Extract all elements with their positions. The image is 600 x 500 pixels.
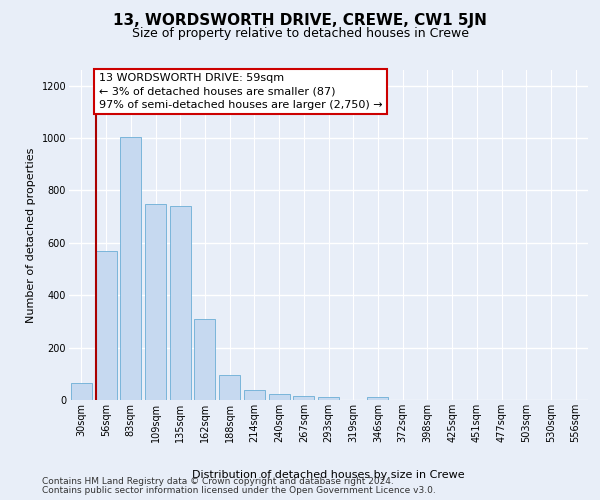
Bar	[269, 394, 290, 400]
Bar	[318, 398, 339, 400]
Bar	[244, 390, 265, 400]
Y-axis label: Number of detached properties: Number of detached properties	[26, 148, 36, 322]
Bar	[120, 137, 141, 400]
X-axis label: Distribution of detached houses by size in Crewe: Distribution of detached houses by size …	[192, 470, 465, 480]
Text: Size of property relative to detached houses in Crewe: Size of property relative to detached ho…	[131, 28, 469, 40]
Text: 13 WORDSWORTH DRIVE: 59sqm
← 3% of detached houses are smaller (87)
97% of semi-: 13 WORDSWORTH DRIVE: 59sqm ← 3% of detac…	[98, 73, 382, 110]
Bar	[170, 206, 191, 400]
Text: 13, WORDSWORTH DRIVE, CREWE, CW1 5JN: 13, WORDSWORTH DRIVE, CREWE, CW1 5JN	[113, 12, 487, 28]
Text: Contains HM Land Registry data © Crown copyright and database right 2024.: Contains HM Land Registry data © Crown c…	[42, 477, 394, 486]
Bar	[219, 375, 240, 400]
Text: Contains public sector information licensed under the Open Government Licence v3: Contains public sector information licen…	[42, 486, 436, 495]
Bar	[95, 250, 116, 400]
Bar	[71, 383, 92, 400]
Bar	[367, 398, 388, 400]
Bar	[194, 319, 215, 400]
Bar	[145, 204, 166, 400]
Bar	[293, 396, 314, 400]
